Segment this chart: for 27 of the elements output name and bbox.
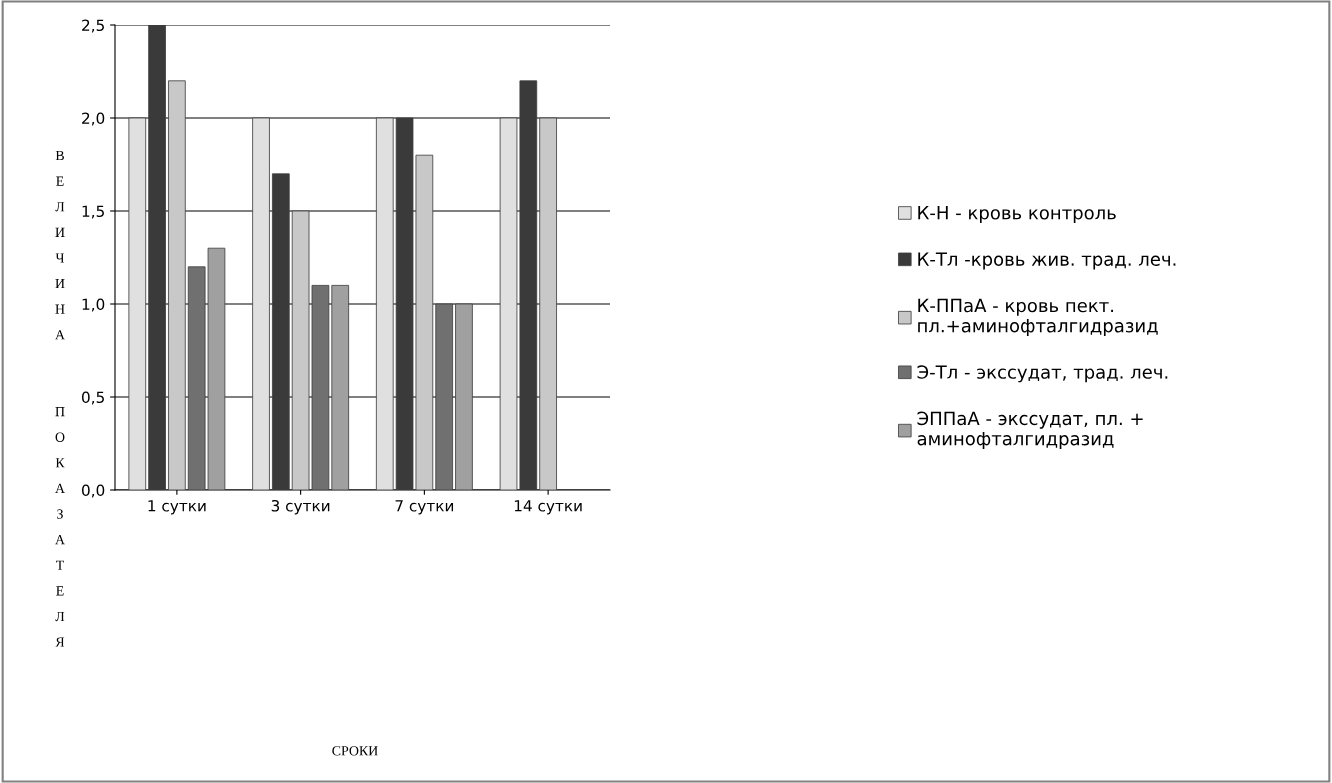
x-tick-label: 14 сутки <box>514 500 582 515</box>
bar <box>455 303 473 490</box>
legend-label: К-Н - кровь контроль <box>918 206 1116 224</box>
bar <box>435 303 454 490</box>
x-tick-label: 7 сутки <box>395 500 454 515</box>
y-tick-label: 2,5 <box>82 19 104 33</box>
x-tick-label: 3 сутки <box>271 499 330 515</box>
y-tick-label: 2,0 <box>82 112 105 126</box>
bar <box>128 117 147 490</box>
bar <box>539 117 557 490</box>
bar <box>331 284 350 490</box>
x-tick-label: 1 сутки <box>148 500 206 515</box>
legend-label: Э-Тл - экссудат, трад. леч. <box>917 365 1168 383</box>
legend-label: К-Тл -кровь жив. трад. леч. <box>918 252 1176 270</box>
bar <box>375 117 394 490</box>
text: ВЕЛИЧИНА ПОКАЗАТЕЛЯ <box>55 150 65 647</box>
text: СРОКИ <box>332 746 378 756</box>
bar <box>252 117 270 490</box>
y-tick-label: 1,5 <box>82 205 104 219</box>
legend-label: ЭППаА - экссудат, пл. + аминофталгидразид <box>917 411 1143 449</box>
y-tick-label: 0,0 <box>81 484 105 498</box>
bar <box>271 173 290 490</box>
y-tick-label: 1,0 <box>82 298 105 312</box>
bar <box>168 80 186 490</box>
y-tick-label: 0,5 <box>81 391 104 405</box>
legend-label: К-ППаА - кровь пект. пл.+аминофталгидразид <box>918 298 1158 336</box>
bar <box>148 25 166 490</box>
